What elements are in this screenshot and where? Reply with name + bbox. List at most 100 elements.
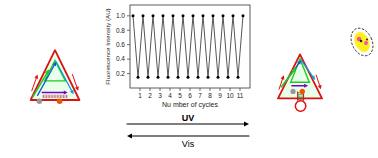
x-axis-label: Nu mber of cycles: [162, 101, 219, 109]
data-point: [182, 14, 185, 17]
strand: [292, 85, 304, 86]
x-tick: [210, 88, 211, 91]
linker-tick: [46, 95, 47, 98]
x-tick: [220, 88, 221, 91]
x-tick: [160, 88, 161, 91]
motion-arrow: [32, 78, 36, 90]
strand: [56, 62, 72, 91]
motion-arrow: [316, 75, 319, 85]
strand-head: [64, 91, 68, 95]
x-tick-label: 3: [158, 92, 162, 99]
data-line: [133, 16, 243, 77]
y-tick-label: 0.6: [116, 41, 125, 48]
motion-arrow-head: [281, 75, 285, 79]
data-point: [187, 76, 190, 79]
data-point: [197, 76, 200, 79]
outer-triangle: [31, 50, 80, 100]
plot-data: [132, 14, 245, 78]
strand-head: [44, 69, 49, 75]
y-tick-label: 0.4: [116, 55, 125, 62]
data-point: [172, 14, 175, 17]
x-tick: [180, 88, 181, 91]
linker-tick: [49, 95, 50, 98]
linker-tick: [63, 95, 64, 98]
strand-head: [52, 62, 56, 66]
data-point: [152, 14, 155, 17]
vis-arrow-head: [127, 134, 132, 139]
x-tick: [200, 88, 201, 91]
data-point: [232, 14, 235, 17]
x-tick-label: 11: [237, 92, 244, 99]
data-point: [237, 76, 240, 79]
data-point: [202, 14, 205, 17]
uv-arrow-head: [244, 122, 249, 127]
x-tick: [150, 88, 151, 91]
dye: [347, 25, 377, 60]
strand-head: [311, 75, 315, 79]
linker-tick: [57, 95, 58, 98]
motion-arrow-head: [318, 85, 322, 89]
motion-arrow: [72, 75, 76, 87]
x-tick-label: 2: [148, 92, 152, 99]
x-tick-label: 7: [198, 92, 202, 99]
x-tick-label: 4: [168, 92, 172, 99]
motion-arrow-head: [34, 75, 38, 79]
y-tick: [127, 44, 130, 45]
data-point: [222, 14, 225, 17]
uv-arrow: [127, 123, 244, 124]
figure: 12345678910110.20.40.60.81.0Nu mber of c…: [0, 0, 378, 158]
x-tick: [230, 88, 231, 91]
y-tick: [127, 59, 130, 60]
linker-tick: [43, 95, 44, 98]
outer-triangle: [278, 54, 322, 98]
hairpin-rung: [298, 99, 304, 100]
linker: [42, 95, 68, 98]
vis-arrow: [132, 135, 249, 136]
sphere: [57, 98, 63, 104]
strand: [281, 72, 292, 87]
data-point: [242, 14, 245, 17]
inner-triangle: [291, 59, 310, 82]
y-tick: [127, 73, 130, 74]
hairpin-loop: [295, 101, 305, 111]
x-tick-label: 9: [218, 92, 222, 99]
dye-spot: [360, 40, 363, 43]
x-tick: [240, 88, 241, 91]
data-point: [132, 14, 135, 17]
x-tick: [140, 88, 141, 91]
data-point: [192, 14, 195, 17]
y-tick-label: 1.0: [116, 12, 125, 19]
data-point: [162, 14, 165, 17]
strand: [42, 92, 64, 93]
data-point: [227, 76, 230, 79]
data-point: [217, 76, 220, 79]
strand-head: [297, 60, 301, 64]
sphere: [300, 89, 305, 94]
data-point: [167, 76, 170, 79]
data-point: [147, 76, 150, 79]
data-point: [212, 14, 215, 17]
y-tick-label: 0.2: [116, 70, 125, 77]
linker-tick: [60, 95, 61, 98]
dye-blob: [364, 41, 368, 45]
y-tick-label: 0.8: [116, 27, 125, 34]
data-point: [157, 76, 160, 79]
data-point: [207, 76, 210, 79]
strand-head: [70, 90, 74, 94]
y-axis-label: Fluorescence Intensity (AU): [104, 8, 111, 84]
annotation: UV: [182, 113, 195, 123]
y-tick: [127, 30, 130, 31]
data-point: [177, 76, 180, 79]
linker-tick: [66, 95, 67, 98]
dye-fill: [351, 30, 373, 55]
dye-outline: [347, 25, 377, 60]
sphere: [37, 98, 43, 104]
strand-head: [304, 84, 308, 88]
x-tick: [190, 88, 191, 91]
annotation: Vis: [182, 139, 195, 149]
x-tick: [170, 88, 171, 91]
x-tick-label: 5: [178, 92, 182, 99]
motion-arrow: [279, 79, 282, 89]
y-tick: [127, 15, 130, 16]
dye-spot: [366, 39, 368, 41]
